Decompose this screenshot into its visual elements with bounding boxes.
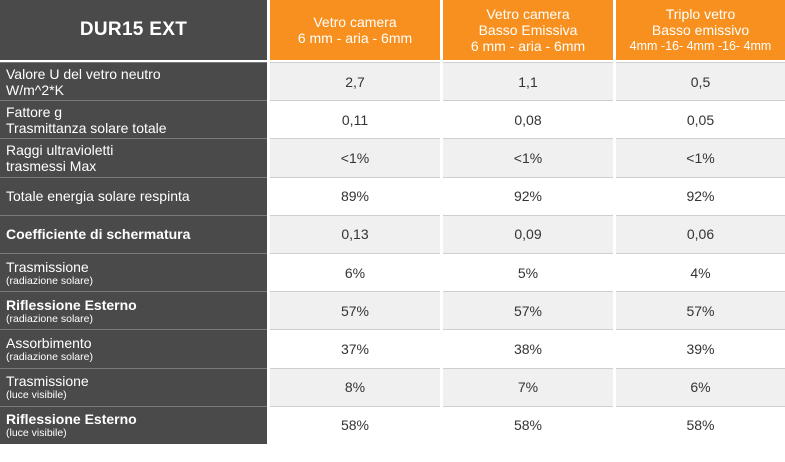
table-title: DUR15 EXT xyxy=(0,0,267,60)
table-cell: 92% xyxy=(443,176,613,215)
row-label-subtitle: (radiazione solare) xyxy=(6,350,93,363)
column-header-line: Triplo vetro xyxy=(665,6,736,22)
row-label-main: Riflessione Esterno xyxy=(6,296,137,313)
column-header-line: Basso emissivo xyxy=(651,22,750,38)
row-label-main: Totale energia solare respinta xyxy=(6,188,190,205)
row-label: Coefficiente di schermatura xyxy=(0,214,267,253)
table-cell: 57% xyxy=(616,291,785,330)
table-cell: <1% xyxy=(443,138,613,177)
row-label-subtitle: (luce visibile) xyxy=(6,389,67,402)
table-cell: 1,1 xyxy=(443,62,613,101)
table-cell: 0,13 xyxy=(270,214,440,253)
table-cell: 6% xyxy=(270,252,440,292)
column-header-line: 6 mm - aria - 6mm xyxy=(470,38,586,54)
table-cell: 89% xyxy=(270,176,440,215)
table-cell: <1% xyxy=(616,138,785,177)
row-label: Totale energia solare respinta xyxy=(0,176,267,215)
table-cell: 2,7 xyxy=(270,62,440,101)
row-label-main: Trasmissione xyxy=(6,373,89,390)
table-cell: 39% xyxy=(616,329,785,368)
table-cell: 58% xyxy=(616,405,785,444)
table-cell: 0,5 xyxy=(616,62,785,101)
table-cell: <1% xyxy=(270,138,440,177)
column-header-line: Vetro camera xyxy=(486,6,570,22)
row-label-subtitle: (radiazione solare) xyxy=(6,312,93,325)
row-label-main: Assorbimento xyxy=(6,334,92,351)
table-cell: 57% xyxy=(270,291,440,330)
table-cell: 0,09 xyxy=(443,214,613,253)
table-cell: 8% xyxy=(270,367,440,406)
row-label-second-line: trasmessi Max xyxy=(6,157,97,174)
table-cell: 0,06 xyxy=(616,214,785,253)
row-label-main: Valore U del vetro neutro xyxy=(6,65,161,82)
row-label: Valore U del vetro neutro W/m^2*K xyxy=(0,62,267,101)
row-label-subtitle: (radiazione solare) xyxy=(6,274,93,287)
table-cell: 0,08 xyxy=(443,100,613,139)
column-header-line: 6 mm - aria - 6mm xyxy=(297,30,413,46)
column-header-vetro-camera: Vetro camera 6 mm - aria - 6mm xyxy=(270,0,440,60)
column-header-line: Vetro camera xyxy=(313,14,397,30)
table-cell: 7% xyxy=(443,367,613,406)
table-cell: 5% xyxy=(443,252,613,292)
row-label-main: Trasmissione xyxy=(6,258,89,275)
column-header-line: 4mm -16- 4mm -16- 4mm xyxy=(629,39,772,53)
row-label: Fattore g Trasmittanza solare totale xyxy=(0,100,267,139)
row-label: Riflessione Esterno (luce visibile) xyxy=(0,405,267,444)
table-cell: 38% xyxy=(443,329,613,368)
table-cell: 6% xyxy=(616,367,785,406)
row-label: Assorbimento (radiazione solare) xyxy=(0,329,267,368)
row-label-main: Raggi ultravioletti xyxy=(6,141,114,158)
row-label: Raggi ultravioletti trasmessi Max xyxy=(0,138,267,177)
table-cell: 0,05 xyxy=(616,100,785,139)
table-cell: 37% xyxy=(270,329,440,368)
table-cell: 58% xyxy=(270,405,440,444)
row-label: Trasmissione (radiazione solare) xyxy=(0,252,267,292)
row-label-main: Coefficiente di schermatura xyxy=(6,226,191,243)
row-label-second-line: W/m^2*K xyxy=(6,81,64,98)
column-header-triplo-vetro: Triplo vetro Basso emissivo 4mm -16- 4mm… xyxy=(616,0,785,60)
table-cell: 0,11 xyxy=(270,100,440,139)
table-cell: 4% xyxy=(616,252,785,292)
row-label: Trasmissione (luce visibile) xyxy=(0,367,267,406)
row-label-subtitle: (luce visibile) xyxy=(6,427,67,440)
table-cell: 58% xyxy=(443,405,613,444)
row-label-second-line: Trasmittanza solare totale xyxy=(6,119,167,136)
table-cell: 57% xyxy=(443,291,613,330)
column-header-line: Basso Emissiva xyxy=(478,22,578,38)
row-label-main: Riflessione Esterno xyxy=(6,411,137,428)
column-header-basso-emissiva: Vetro camera Basso Emissiva 6 mm - aria … xyxy=(443,0,613,60)
row-label: Riflessione Esterno (radiazione solare) xyxy=(0,291,267,330)
table-cell: 92% xyxy=(616,176,785,215)
row-label-main: Fattore g xyxy=(6,103,63,120)
